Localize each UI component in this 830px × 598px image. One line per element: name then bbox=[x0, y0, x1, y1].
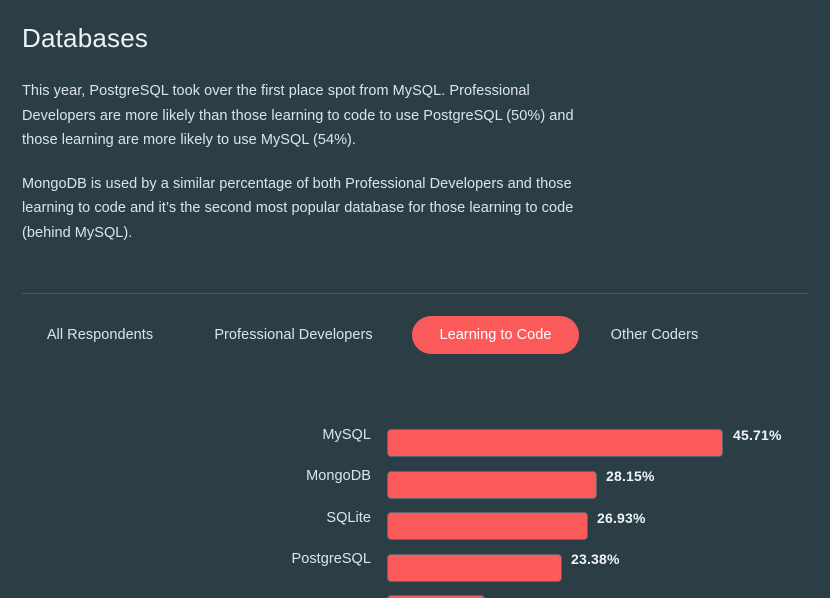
chart-row-clipped bbox=[0, 580, 830, 598]
intro-text: This year, PostgreSQL took over the firs… bbox=[22, 79, 582, 246]
databases-bar-chart: MySQL 45.71% MongoDB 28.15% SQLite 26.93… bbox=[0, 414, 830, 598]
bar-track bbox=[387, 595, 485, 598]
tab-other-coders[interactable]: Other Coders bbox=[596, 316, 713, 354]
intro-paragraph-2: MongoDB is used by a similar percentage … bbox=[22, 175, 574, 241]
bar-track bbox=[387, 512, 588, 540]
chart-row-postgresql: PostgreSQL 23.38% bbox=[0, 539, 830, 582]
bar-fill[interactable] bbox=[387, 429, 723, 457]
bar-value-label: 26.93% bbox=[597, 509, 646, 526]
tab-professional-developers[interactable]: Professional Developers bbox=[202, 316, 385, 354]
bar-track bbox=[387, 429, 723, 457]
bar-track bbox=[387, 470, 597, 499]
bar-category-label: PostgreSQL bbox=[291, 551, 371, 568]
bar-category-label: MongoDB bbox=[306, 468, 371, 485]
tab-all-respondents[interactable]: All Respondents bbox=[38, 316, 162, 354]
intro-paragraph-1: This year, PostgreSQL took over the firs… bbox=[22, 83, 574, 149]
bar-fill[interactable] bbox=[387, 470, 597, 499]
bar-category-label: SQLite bbox=[326, 509, 371, 526]
tab-learning-to-code[interactable]: Learning to Code bbox=[412, 316, 579, 354]
bar-value-label: 28.15% bbox=[606, 468, 655, 485]
chart-row-sqlite: SQLite 26.93% bbox=[0, 497, 830, 540]
bar-track bbox=[387, 553, 562, 582]
bar-fill[interactable] bbox=[387, 553, 562, 582]
bar-fill[interactable] bbox=[387, 595, 485, 598]
section-divider bbox=[22, 293, 808, 294]
chart-row-mongodb: MongoDB 28.15% bbox=[0, 456, 830, 499]
bar-category-label: MySQL bbox=[322, 426, 371, 443]
chart-row-mysql: MySQL 45.71% bbox=[0, 414, 830, 457]
audience-tab-bar: All Respondents Professional Developers … bbox=[22, 316, 808, 354]
page-title: Databases bbox=[22, 23, 149, 53]
bar-fill[interactable] bbox=[387, 512, 588, 540]
bar-value-label: 45.71% bbox=[733, 426, 782, 443]
bar-value-label: 23.38% bbox=[571, 551, 620, 568]
